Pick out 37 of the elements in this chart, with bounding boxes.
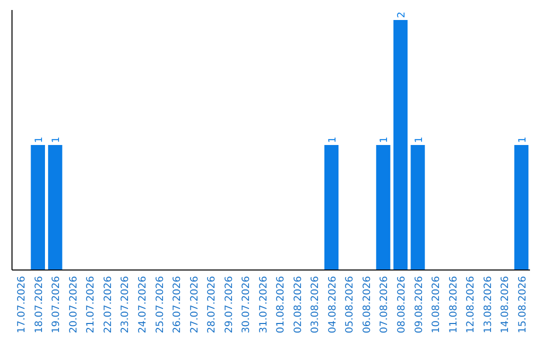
x-tick-label: 23.07.2026	[120, 276, 132, 334]
x-tick-label: 24.07.2026	[138, 276, 148, 334]
x-tick-label: 27.07.2026	[189, 276, 200, 334]
data-label: 1	[34, 136, 45, 143]
x-tick-label: 14.08.2026	[500, 276, 512, 334]
x-tick-label: 03.08.2026	[310, 276, 322, 334]
x-tick-label: 15.08.2026	[517, 276, 528, 334]
x-tick-label: 28.07.2026	[206, 276, 218, 334]
x-tick-label: 20.07.2026	[68, 276, 80, 334]
x-tick-label: 04.08.2026	[327, 276, 338, 334]
data-label: 1	[379, 136, 390, 143]
data-label: 1	[51, 136, 62, 143]
x-tick-label: 31.07.2026	[258, 276, 270, 334]
data-label: 1	[327, 136, 338, 143]
x-tick-label: 01.08.2026	[276, 276, 287, 334]
x-tick-label: 18.07.2026	[34, 276, 45, 334]
x-tick-label: 26.07.2026	[172, 276, 184, 334]
x-tick-label: 21.07.2026	[86, 276, 97, 334]
x-tick-label: 17.07.2026	[16, 276, 28, 334]
x-tick-label: 29.07.2026	[224, 276, 235, 334]
x-tick-label: 10.08.2026	[431, 276, 442, 334]
x-tick-label: 08.08.2026	[396, 276, 408, 334]
x-tick-label: 13.08.2026	[482, 276, 494, 334]
data-label: 1	[414, 136, 425, 143]
x-tick-label: 06.08.2026	[362, 276, 373, 334]
x-tick-label: 30.07.2026	[241, 276, 252, 334]
data-label: 1	[517, 136, 528, 143]
data-label: 2	[396, 12, 408, 18]
x-tick-label: 19.07.2026	[51, 276, 62, 334]
x-tick-label: 05.08.2026	[344, 276, 356, 334]
x-tick-label: 11.08.2026	[448, 276, 460, 334]
x-tick-label: 12.08.2026	[466, 276, 477, 334]
x-tick-label: 02.08.2026	[292, 276, 304, 334]
x-tick-label: 09.08.2026	[414, 276, 425, 334]
x-tick-label: 07.08.2026	[379, 276, 390, 334]
x-tick-label: 22.07.2026	[102, 276, 114, 334]
x-tick-label: 25.07.2026	[154, 276, 166, 334]
